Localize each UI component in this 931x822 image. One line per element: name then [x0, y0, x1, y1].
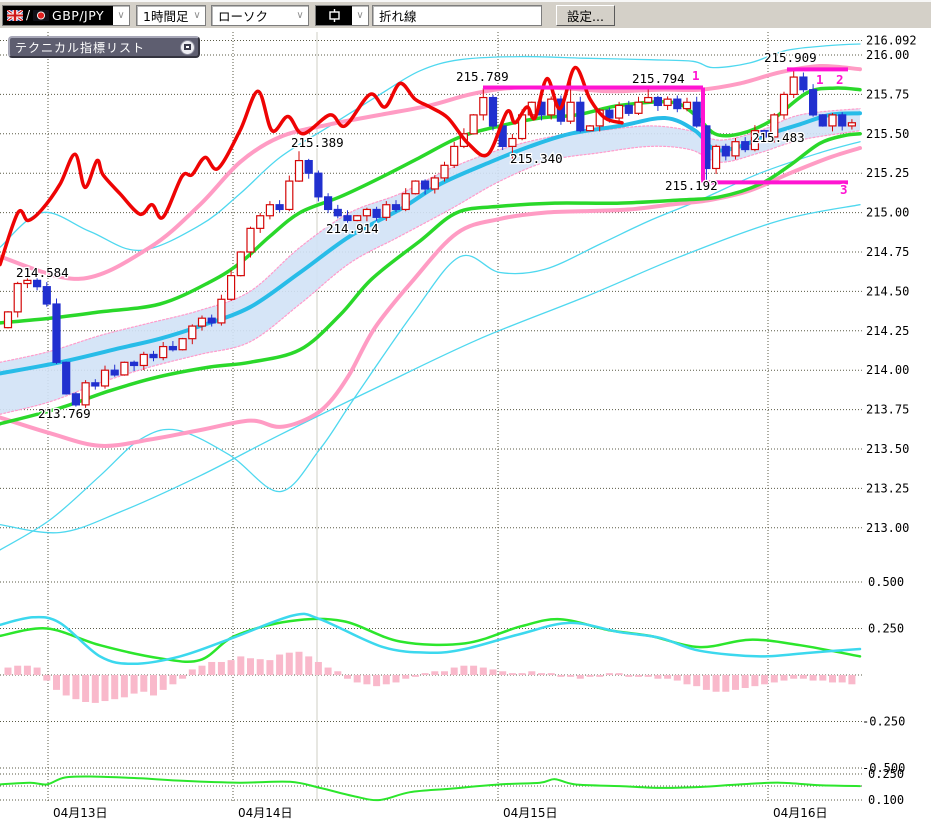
svg-text:0.500: 0.500 — [868, 575, 904, 589]
gbp-flag-icon — [7, 9, 23, 21]
svg-text:215.75: 215.75 — [866, 87, 909, 101]
svg-text:215.25: 215.25 — [866, 166, 909, 180]
svg-text:0.250: 0.250 — [868, 767, 904, 781]
svg-text:04月14日: 04月14日 — [238, 806, 293, 820]
svg-text:0.100: 0.100 — [868, 793, 904, 807]
svg-text:215.789: 215.789 — [456, 69, 509, 84]
svg-text:216.00: 216.00 — [866, 48, 909, 62]
svg-text:-0.250: -0.250 — [862, 715, 905, 729]
jpy-flag-icon — [33, 9, 50, 21]
svg-text:215.389: 215.389 — [291, 135, 344, 150]
svg-text:04月16日: 04月16日 — [773, 806, 828, 820]
svg-text:215.909: 215.909 — [764, 50, 817, 65]
settings-button[interactable]: 設定... — [556, 4, 615, 26]
red-zigzag — [0, 65, 624, 267]
svg-text:215.00: 215.00 — [866, 206, 909, 220]
restore-window-icon — [184, 44, 191, 50]
chevron-down-icon: ∨ — [356, 9, 364, 21]
symbol-select[interactable]: / GBP/JPY ∨ — [2, 4, 130, 26]
svg-text:214.25: 214.25 — [866, 324, 909, 338]
svg-text:215.794: 215.794 — [632, 71, 685, 86]
candle-style-select[interactable]: ∨ — [315, 4, 369, 26]
candle-icon — [328, 8, 340, 22]
svg-text:216.092: 216.092 — [866, 34, 917, 48]
timeframe-select[interactable]: 1時間足 ∨ — [136, 4, 206, 26]
chevron-down-icon: ∨ — [193, 9, 201, 21]
flag-separator: / — [26, 8, 31, 22]
svg-text:214.75: 214.75 — [866, 245, 909, 259]
svg-text:04月15日: 04月15日 — [503, 806, 558, 820]
svg-text:215.192: 215.192 — [665, 178, 718, 193]
indicator-list-title: テクニカル指標リスト — [15, 40, 146, 55]
restore-button[interactable] — [180, 39, 195, 55]
svg-text:213.00: 213.00 — [866, 521, 909, 535]
overlay-type-field[interactable]: 折れ線 — [372, 4, 542, 26]
chart-type-select[interactable]: ローソク ∨ — [211, 4, 309, 26]
svg-text:213.50: 213.50 — [866, 442, 909, 456]
chevron-down-icon: ∨ — [296, 9, 304, 21]
candles-layer — [3, 69, 857, 410]
price-labels: 214.584 213.769 215.389 214.914 215.789 215.3… — [15, 49, 818, 423]
svg-text:-0.500: -0.500 — [862, 761, 905, 775]
svg-text:215.340: 215.340 — [510, 151, 563, 166]
chart-type-label: ローソク — [218, 8, 269, 24]
svg-text:214.50: 214.50 — [866, 284, 909, 298]
macd-panel — [0, 612, 862, 802]
toolbar: / GBP/JPY ∨ 1時間足 ∨ ローソク ∨ — [0, 0, 931, 28]
symbol-label: GBP/JPY — [52, 7, 105, 23]
symbol-value: / GBP/JPY — [3, 5, 113, 25]
overlay-type-label: 折れ線 — [379, 8, 417, 24]
svg-text:04月13日: 04月13日 — [53, 806, 108, 820]
band-lines — [0, 63, 862, 448]
svg-text:215.483: 215.483 — [752, 130, 805, 145]
timeframe-label: 1時間足 — [143, 8, 189, 24]
svg-text:213.769: 213.769 — [38, 406, 91, 421]
svg-text:214.00: 214.00 — [866, 363, 909, 377]
svg-text:213.25: 213.25 — [866, 481, 909, 495]
indicator-list-titlebar[interactable]: テクニカル指標リスト — [8, 36, 200, 58]
chevron-down-icon: ∨ — [117, 9, 125, 21]
svg-text:214.584: 214.584 — [16, 265, 69, 280]
svg-text:215.50: 215.50 — [866, 127, 909, 141]
svg-text:0.250: 0.250 — [868, 622, 904, 636]
svg-text:2: 2 — [836, 72, 844, 87]
svg-text:1: 1 — [692, 68, 700, 83]
svg-text:3: 3 — [840, 182, 848, 197]
cloud-band — [0, 108, 861, 415]
magenta-annotations: 1 1 23 — [483, 67, 849, 198]
svg-text:1: 1 — [816, 72, 824, 87]
candle-style-value — [316, 5, 352, 25]
svg-text:214.914: 214.914 — [326, 221, 379, 236]
thin-envelopes — [0, 43, 861, 551]
svg-text:213.75: 213.75 — [866, 403, 909, 417]
